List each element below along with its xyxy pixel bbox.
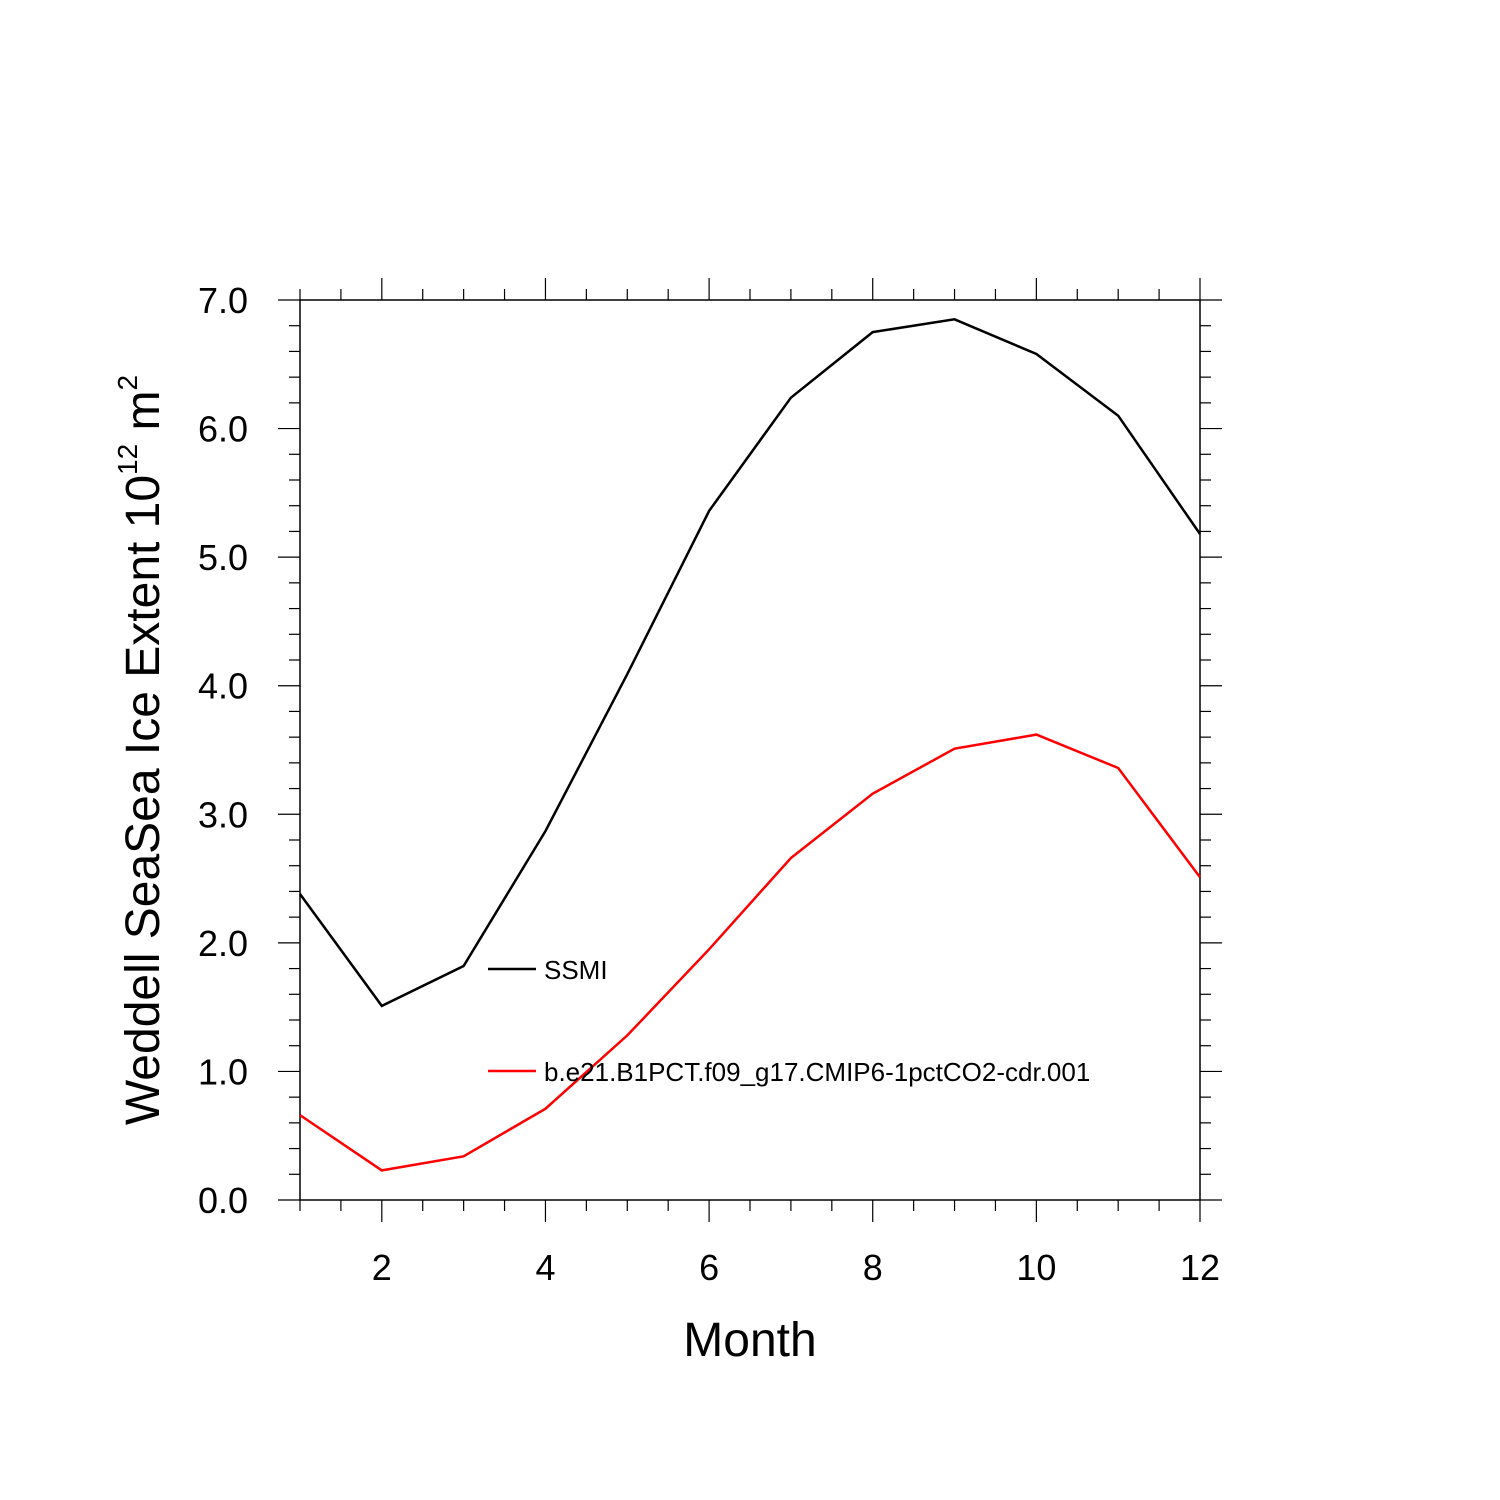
- series-line-1: [299, 733, 1202, 1172]
- legend-label-model: b.e21.B1PCT.f09_g17.CMIP6-1pctCO2-cdr.00…: [544, 1057, 1090, 1087]
- y-axis-title-exponent: 12: [112, 444, 143, 475]
- series-lines: [298, 318, 1202, 1172]
- x-tick-label: 4: [535, 1247, 555, 1288]
- y-axis-title-unit: m: [117, 390, 170, 443]
- y-tick-label: 7.0: [198, 280, 248, 321]
- y-tick-label: 1.0: [198, 1051, 248, 1092]
- y-tick-label: 0.0: [198, 1180, 248, 1221]
- y-tick-label: 3.0: [198, 794, 248, 835]
- y-tick-label: 5.0: [198, 537, 248, 578]
- y-axis-title: Weddell SeaSea Ice Extent 1012 m2: [112, 375, 170, 1125]
- legend-label-ssmi: SSMI: [544, 955, 608, 985]
- x-tick-label: 10: [1016, 1247, 1056, 1288]
- x-tick-label: 2: [372, 1247, 392, 1288]
- legend: SSMI b.e21.B1PCT.f09_g17.CMIP6-1pctCO2-c…: [488, 955, 1090, 1087]
- x-tick-label: 8: [863, 1247, 883, 1288]
- y-tick-label: 6.0: [198, 409, 248, 450]
- x-axis-title: Month: [683, 1314, 816, 1367]
- y-axis-title-main: Weddell SeaSea Ice Extent 10: [117, 475, 170, 1125]
- tick-labels: 2 4 6 8 10 12 0.0 1.0 2.0 3.0 4.0 5.0 6.0 7.0: [198, 280, 1220, 1288]
- y-axis-title-unit-exponent: 2: [112, 375, 143, 391]
- x-tick-label: 6: [699, 1247, 719, 1288]
- series-line-0: [298, 318, 1202, 1008]
- y-tick-label: 4.0: [198, 666, 248, 707]
- y-tick-label: 2.0: [198, 923, 248, 964]
- axis-ticks: [278, 278, 1222, 1222]
- x-tick-label: 12: [1180, 1247, 1220, 1288]
